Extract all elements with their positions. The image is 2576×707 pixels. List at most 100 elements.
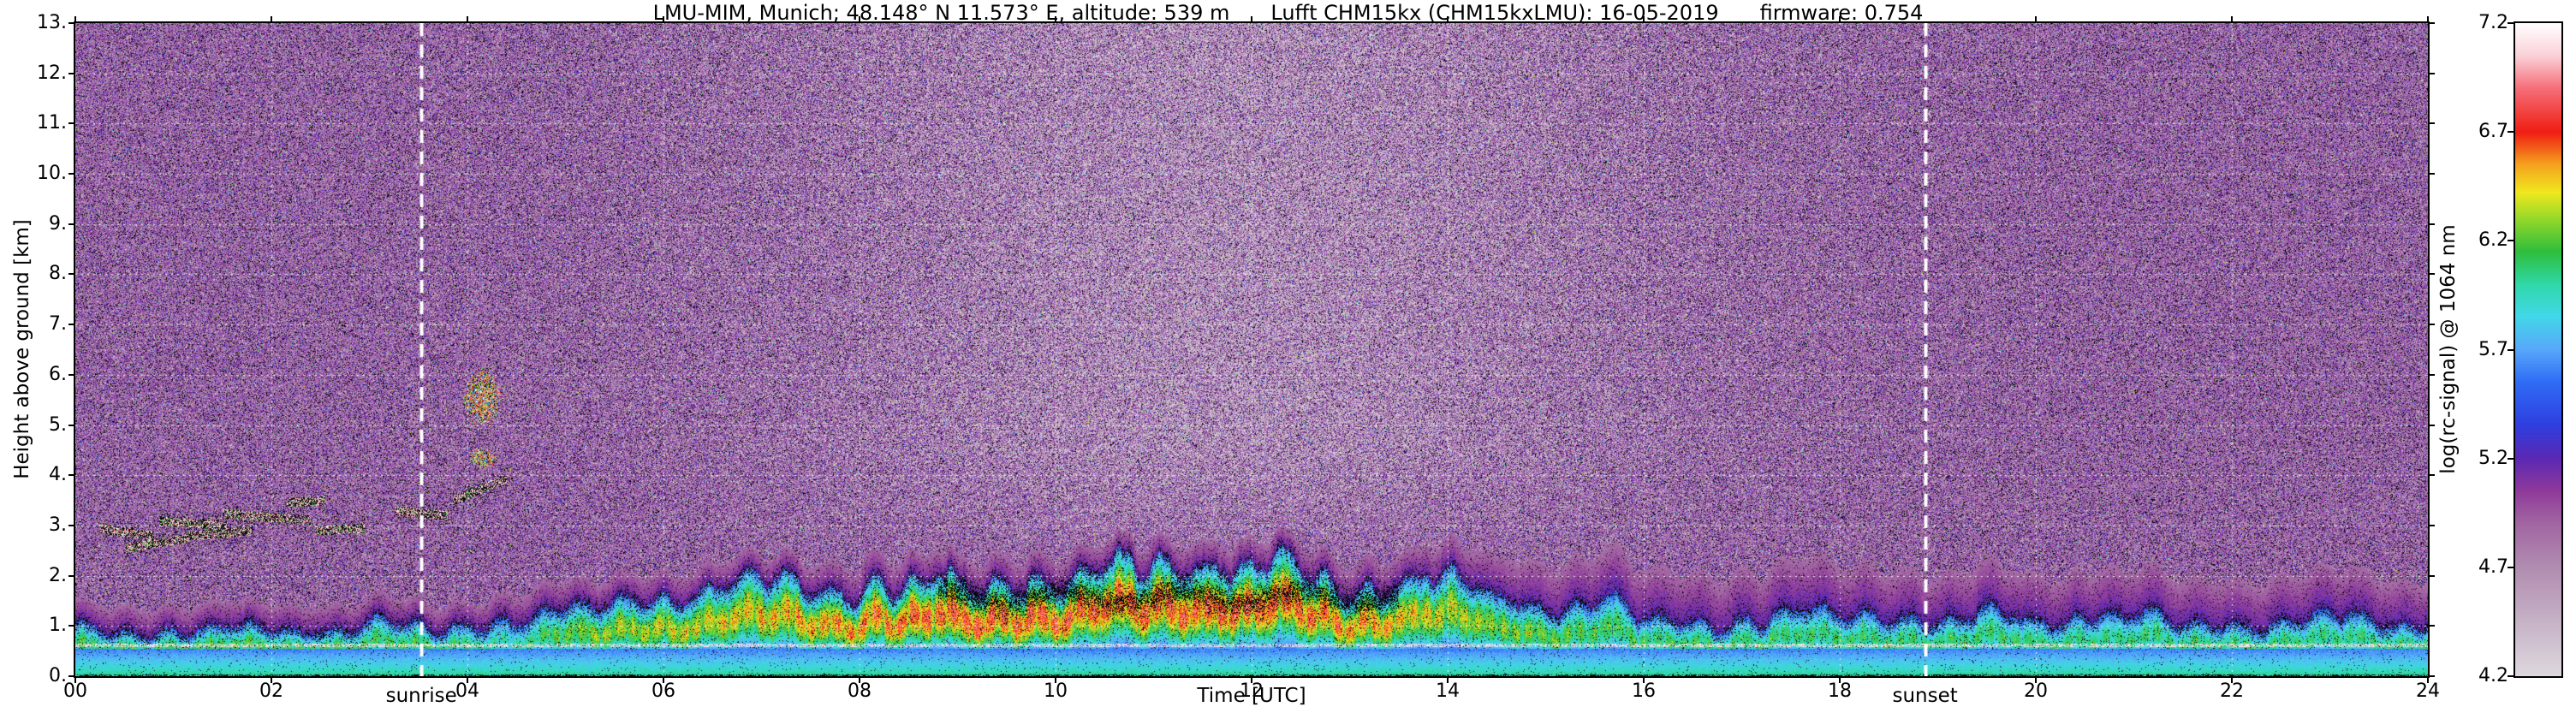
colorbar-tick-label: 4.7 — [2478, 556, 2508, 578]
y-tick-mark-right — [2428, 72, 2435, 74]
figure-title: LMU-MIM, Munich; 48.148° N 11.573° E, al… — [0, 1, 2576, 25]
y-axis-label: Height above ground [km] — [11, 219, 33, 479]
x-tick-mark-top — [663, 16, 664, 23]
colorbar-tick-label: 6.7 — [2478, 121, 2508, 143]
y-tick-label: 6. — [49, 363, 67, 385]
x-tick-label: 18 — [1828, 680, 1852, 702]
title-firmware: firmware: 0.754 — [1759, 1, 1924, 25]
title-instrument: Lufft CHM15kx (CHM15kxLMU): 16-05-2019 — [1270, 1, 1719, 25]
colorbar-tick-mark — [2508, 348, 2514, 351]
x-tick-mark — [74, 676, 76, 683]
y-tick-mark — [68, 574, 75, 577]
y-tick-mark — [68, 72, 75, 74]
x-tick-label: 22 — [2220, 680, 2244, 702]
y-tick-label: 7. — [49, 313, 67, 336]
y-tick-mark-right — [2428, 223, 2435, 225]
colorbar-tick-label: 6.2 — [2478, 229, 2508, 252]
x-tick-mark — [2035, 676, 2037, 683]
colorbar-tick-mark — [2508, 566, 2514, 568]
x-tick-mark — [2427, 676, 2429, 683]
y-tick-mark-right — [2428, 474, 2435, 477]
y-tick-mark — [68, 524, 75, 526]
colorbar-tick-label: 7.2 — [2478, 12, 2508, 33]
x-tick-label: 00 — [63, 680, 87, 702]
y-tick-label: 3. — [49, 514, 67, 536]
y-tick-mark-right — [2428, 524, 2435, 526]
y-tick-mark — [68, 625, 75, 627]
y-tick-mark-right — [2428, 324, 2435, 326]
x-tick-label: 20 — [2024, 680, 2048, 702]
x-tick-mark — [271, 676, 272, 683]
x-tick-mark — [467, 676, 468, 683]
y-tick-label: 8. — [49, 263, 67, 285]
x-tick-mark-top — [859, 16, 860, 23]
x-tick-mark — [663, 676, 664, 683]
x-axis-label: Time [UTC] — [1197, 685, 1306, 707]
y-tick-mark — [68, 122, 75, 125]
x-tick-label: 04 — [455, 680, 479, 702]
y-tick-mark-right — [2428, 625, 2435, 627]
x-tick-mark-top — [2035, 16, 2037, 23]
y-tick-mark-right — [2428, 424, 2435, 426]
y-tick-mark — [68, 273, 75, 276]
x-tick-label: 06 — [651, 680, 675, 702]
y-tick-label: 4. — [49, 464, 67, 486]
y-tick-label: 13. — [37, 12, 67, 33]
y-tick-mark — [68, 223, 75, 225]
x-tick-mark — [859, 676, 860, 683]
y-tick-mark — [68, 424, 75, 426]
y-tick-mark-right — [2428, 173, 2435, 175]
y-tick-label: 9. — [49, 212, 67, 235]
x-tick-label: 10 — [1044, 680, 1068, 702]
y-tick-mark — [68, 22, 75, 24]
colorbar-tick-mark — [2508, 457, 2514, 460]
y-tick-mark-right — [2428, 22, 2435, 24]
annotation-sunset: sunset — [1892, 685, 1958, 707]
x-tick-mark — [1839, 676, 1841, 683]
x-tick-mark-top — [74, 16, 76, 23]
y-tick-mark-right — [2428, 273, 2435, 276]
x-tick-mark — [2231, 676, 2233, 683]
x-tick-mark-top — [2231, 16, 2233, 23]
x-tick-mark-top — [467, 16, 468, 23]
colorbar-tick-mark — [2508, 240, 2514, 242]
y-tick-mark-right — [2428, 574, 2435, 577]
title-station: LMU-MIM, Munich; 48.148° N 11.573° E, al… — [652, 1, 1230, 25]
x-tick-mark-top — [1251, 16, 1252, 23]
x-tick-mark-top — [1643, 16, 1645, 23]
y-tick-mark — [68, 474, 75, 477]
y-tick-label: 11. — [37, 112, 67, 134]
colorbar-tick-mark — [2508, 22, 2514, 24]
x-tick-label: 24 — [2416, 680, 2440, 702]
x-tick-label: 16 — [1632, 680, 1656, 702]
colorbar-tick-label: 5.2 — [2478, 447, 2508, 469]
x-tick-mark-top — [1839, 16, 1841, 23]
heatmap-canvas — [75, 23, 2428, 676]
y-tick-mark-right — [2428, 122, 2435, 125]
colorbar-tick-mark — [2508, 131, 2514, 134]
x-tick-label: 12 — [1240, 680, 1264, 702]
colorbar-tick-mark — [2508, 675, 2514, 677]
x-tick-mark — [1447, 676, 1449, 683]
y-tick-mark-right — [2428, 373, 2435, 376]
x-tick-mark-top — [1447, 16, 1449, 23]
y-tick-mark — [68, 324, 75, 326]
y-tick-label: 10. — [37, 163, 67, 185]
x-tick-mark-top — [1055, 16, 1056, 23]
y-tick-label: 5. — [49, 413, 67, 436]
x-tick-mark-top — [2427, 16, 2429, 23]
x-tick-mark — [1055, 676, 1056, 683]
colorbar-tick-label: 5.7 — [2478, 338, 2508, 360]
y-tick-mark — [68, 373, 75, 376]
y-tick-label: 12. — [37, 62, 67, 84]
x-tick-label: 14 — [1436, 680, 1460, 702]
y-tick-label: 1. — [49, 615, 67, 637]
y-tick-mark — [68, 173, 75, 175]
y-tick-mark-right — [2428, 675, 2435, 677]
x-tick-mark — [1251, 676, 1252, 683]
x-tick-mark — [1643, 676, 1645, 683]
x-tick-label: 08 — [848, 680, 872, 702]
y-tick-label: 0. — [49, 665, 67, 686]
y-tick-label: 2. — [49, 564, 67, 586]
